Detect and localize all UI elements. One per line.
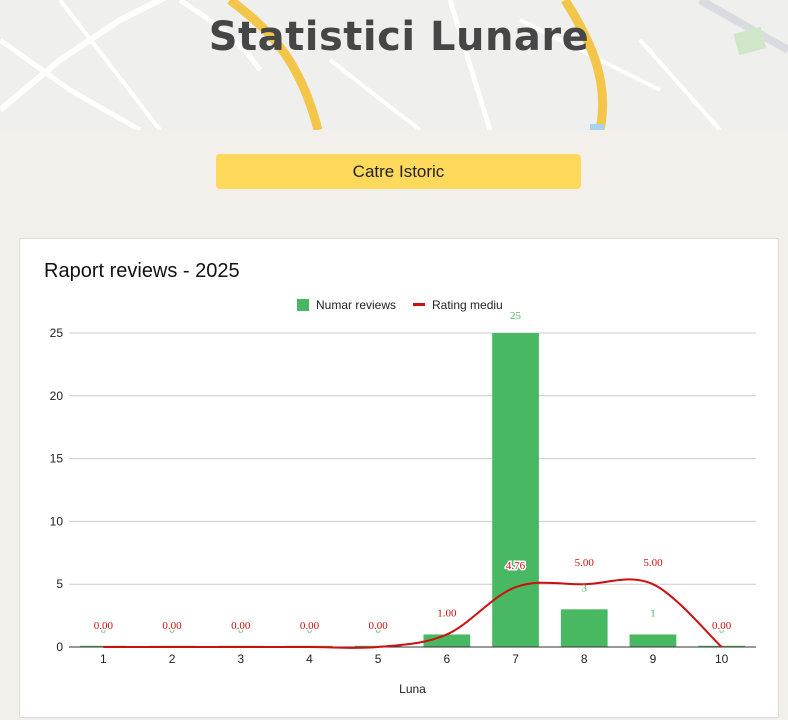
- line-data-label: 0.00: [712, 620, 732, 632]
- line-data-label: 5.00: [643, 557, 663, 569]
- bar: [423, 634, 471, 647]
- x-tick-label: 6: [444, 652, 451, 666]
- x-tick-label: 3: [237, 652, 244, 666]
- bar-data-label: 0: [101, 624, 107, 636]
- x-axis-title: Luna: [399, 682, 426, 696]
- y-tick-label: 5: [56, 577, 63, 591]
- bar-data-label: 3: [582, 582, 588, 594]
- y-tick-label: 10: [50, 514, 64, 528]
- line-data-label: 0.00: [162, 620, 182, 632]
- map-background-image: [0, 0, 788, 130]
- x-tick-label: 2: [169, 652, 176, 666]
- line-data-label: 0.00: [94, 620, 114, 632]
- x-tick-label: 5: [375, 652, 382, 666]
- chart-card: 0 5 10 15 20 25 1 2 3 4 5 6 7 8 9 10 Luna 0 0 0 0 0 1 25 3 1 0 0.00…: [19, 238, 779, 718]
- x-tick-label: 1: [100, 652, 107, 666]
- bar-data-label: 0: [375, 624, 381, 636]
- x-tick-label: 4: [306, 652, 313, 666]
- legend-swatch-bars: [297, 299, 309, 311]
- bar: [560, 609, 608, 647]
- legend-swatch-line: [413, 303, 425, 306]
- line-data-label: 4.76: [506, 560, 526, 572]
- bar: [492, 333, 539, 647]
- page-title: Statistici Lunare: [208, 14, 590, 60]
- y-tick-label: 25: [50, 326, 64, 340]
- bar-data-label: 0: [238, 624, 244, 636]
- legend-label-bars: Numar reviews: [316, 298, 396, 312]
- x-tick-label: 9: [650, 652, 657, 666]
- bar: [629, 634, 677, 647]
- rating-line: [103, 578, 723, 649]
- x-tick-label: 10: [715, 652, 729, 666]
- bar-data-label: 0: [169, 624, 175, 636]
- line-data-label: 0.00: [231, 620, 251, 632]
- bar-data-label: 1: [444, 607, 450, 619]
- history-button[interactable]: Catre Istoric: [216, 154, 581, 189]
- line-data-label: 0.00: [300, 620, 320, 632]
- line-data-label: 0.00: [369, 620, 389, 632]
- bar-data-label: 0: [719, 624, 725, 636]
- bar-data-label: 0: [307, 624, 313, 636]
- y-tick-label: 20: [50, 389, 64, 403]
- chart-title: Raport reviews - 2025: [44, 260, 240, 282]
- y-tick-label: 15: [50, 452, 64, 466]
- legend-label-line: Rating mediu: [432, 298, 503, 312]
- bar-data-label: 1: [650, 607, 656, 619]
- line-data-label: 5.00: [575, 557, 595, 569]
- bar-data-label: 25: [510, 310, 522, 322]
- y-tick-label: 0: [56, 640, 63, 654]
- x-tick-label: 7: [512, 652, 519, 666]
- line-data-label: 1.00: [437, 607, 457, 619]
- x-tick-label: 8: [581, 652, 588, 666]
- map-banner: [0, 0, 788, 130]
